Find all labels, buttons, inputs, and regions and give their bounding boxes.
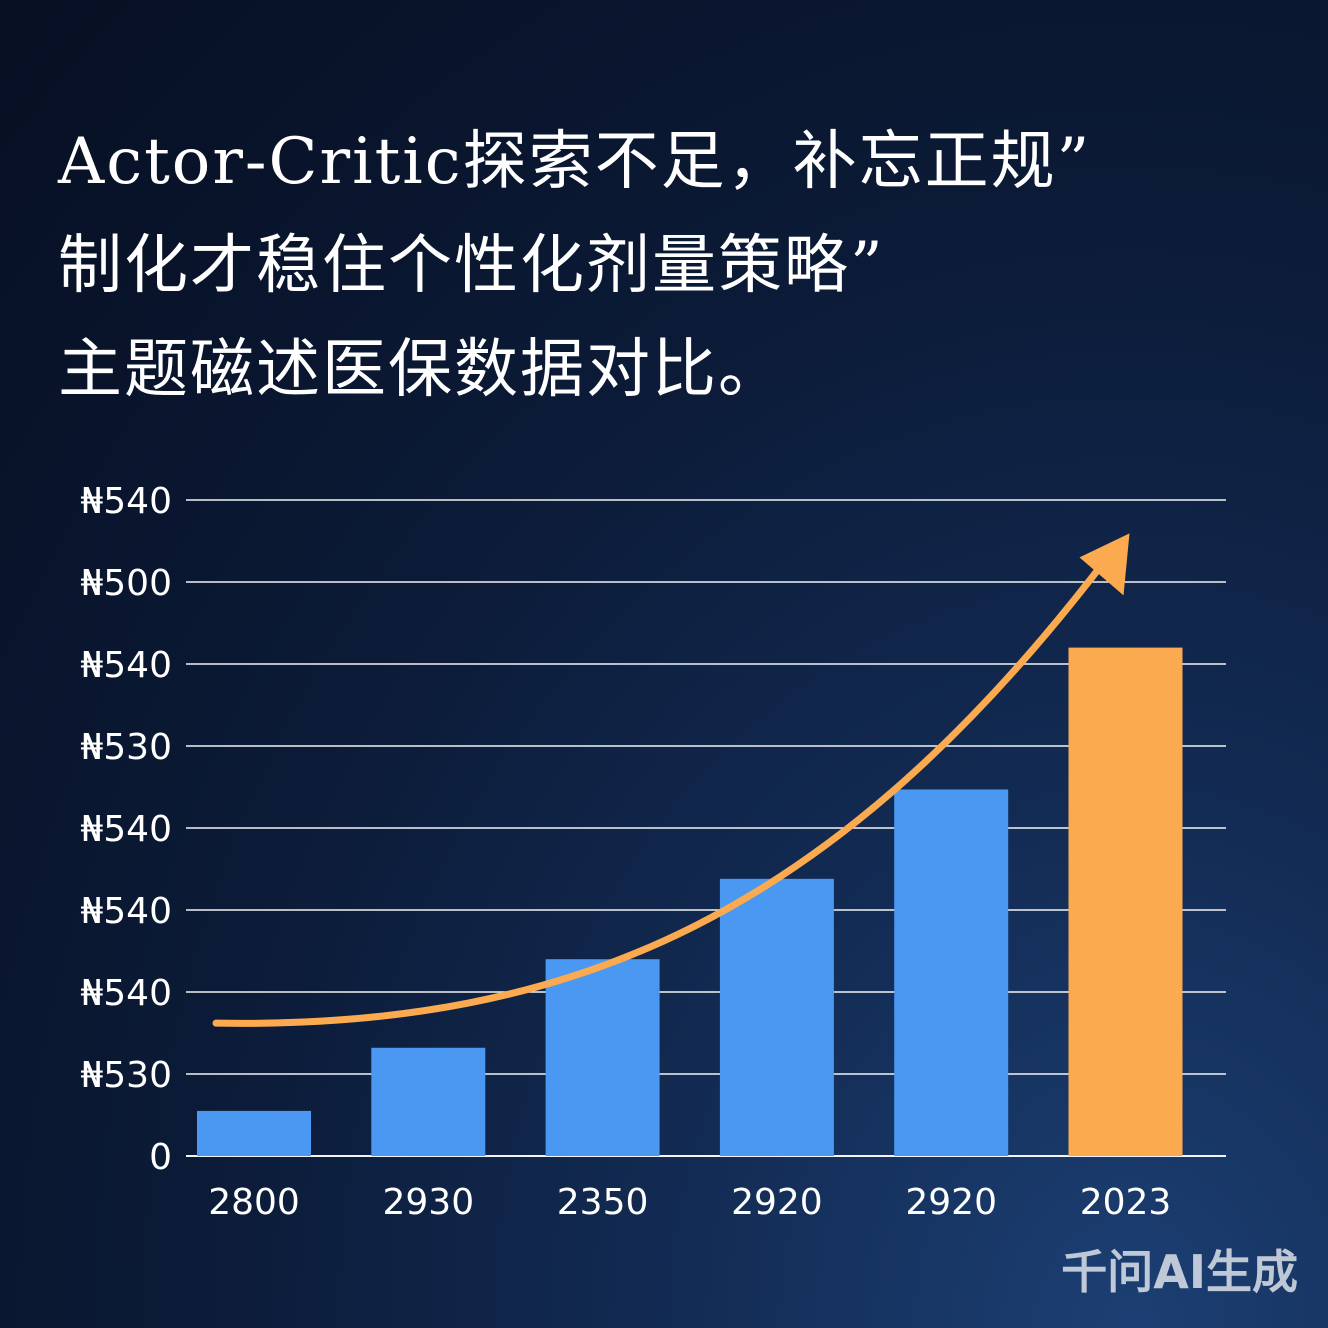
y-tick-label: ₦530	[80, 727, 172, 768]
bar	[545, 959, 660, 1156]
y-tick-label: 0	[149, 1137, 172, 1178]
x-tick-label: 2350	[557, 1182, 649, 1223]
trend-arrowhead	[1079, 533, 1130, 596]
title-line: Actor-Critic探索不足，补忘正规”	[58, 125, 1092, 199]
x-tick-label: 2920	[905, 1182, 997, 1223]
x-tick-label: 2800	[208, 1182, 300, 1223]
y-tick-label: ₦540	[80, 809, 172, 850]
title-line: 制化才稳住个性化剂量策略”	[58, 229, 885, 303]
bar	[197, 1110, 311, 1156]
x-tick-label: 2930	[382, 1182, 474, 1223]
y-tick-label: ₦540	[80, 645, 172, 686]
trend-arrow	[212, 553, 1111, 1027]
bar	[1068, 647, 1183, 1156]
bar	[894, 789, 1009, 1156]
y-tick-label: ₦500	[80, 563, 172, 604]
watermark: 千问AI生成	[1061, 1245, 1298, 1299]
y-tick-label: ₦540	[80, 973, 172, 1014]
x-tick-label: 2920	[731, 1182, 823, 1223]
title-line: 主题磁述医保数据对比。	[58, 333, 784, 407]
x-tick-label: 2023	[1080, 1182, 1172, 1223]
bar	[719, 878, 834, 1156]
y-tick-label: ₦540	[80, 481, 172, 522]
y-tick-label: ₦530	[80, 1055, 172, 1096]
bar	[371, 1047, 486, 1156]
chart-title: Actor-Critic探索不足，补忘正规” 制化才稳住个性化剂量策略” 主题磁…	[58, 110, 1298, 422]
bar-chart: 0 ₦530 ₦540 ₦540 ₦540 ₦530 ₦540 ₦500 ₦540 2800 293…	[80, 481, 1226, 1223]
y-tick-label: ₦540	[80, 891, 172, 932]
